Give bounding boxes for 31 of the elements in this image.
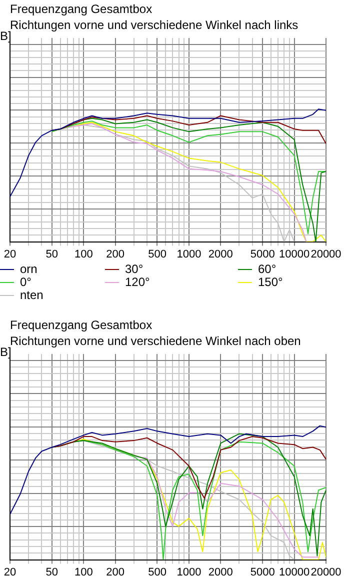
x-tick-label: 500 [148,248,166,260]
legend-label: 60° [258,262,276,276]
x-tick-label: 10000 [278,566,310,578]
legend-label: orn [20,262,38,276]
x-tick-label: 500 [148,566,166,578]
x-tick-label: 5000 [250,566,275,578]
legend-label: 150° [258,275,283,289]
x-tick-label: 200 [106,248,125,260]
legend-label: nten [20,288,44,302]
x-tick-label: 50 [46,566,58,578]
legend-label: 30° [125,262,144,276]
chart-title: Frequenzgang Gesamtbox [10,1,154,17]
legend-label: 0° [20,275,32,289]
x-tick-label: 20000 [310,566,342,578]
chart-subtitle: Richtungen vorne und verschiedene Winkel nach oben [10,333,302,348]
x-tick-label: 20000 [310,248,342,260]
x-tick-label: 5000 [250,248,275,260]
x-tick-label: 1000 [176,566,202,578]
chart-title: Frequenzgang Gesamtbox [10,317,154,333]
x-tick-label: 20 [4,566,16,578]
x-tick-label: 50 [46,248,58,260]
x-tick-label: 2000 [208,248,233,260]
x-tick-label: 1000 [176,248,202,260]
x-tick-label: 20 [4,248,16,260]
legend-label: 120° [125,275,150,289]
x-tick-label: 100 [74,566,93,578]
x-tick-label: 200 [106,566,125,578]
x-tick-label: 2000 [208,566,233,578]
x-tick-label: 10000 [278,248,310,260]
chart-subtitle: Richtungen vorne und verschiedene Winkel nach links [10,17,300,32]
x-tick-label: 100 [74,248,93,260]
